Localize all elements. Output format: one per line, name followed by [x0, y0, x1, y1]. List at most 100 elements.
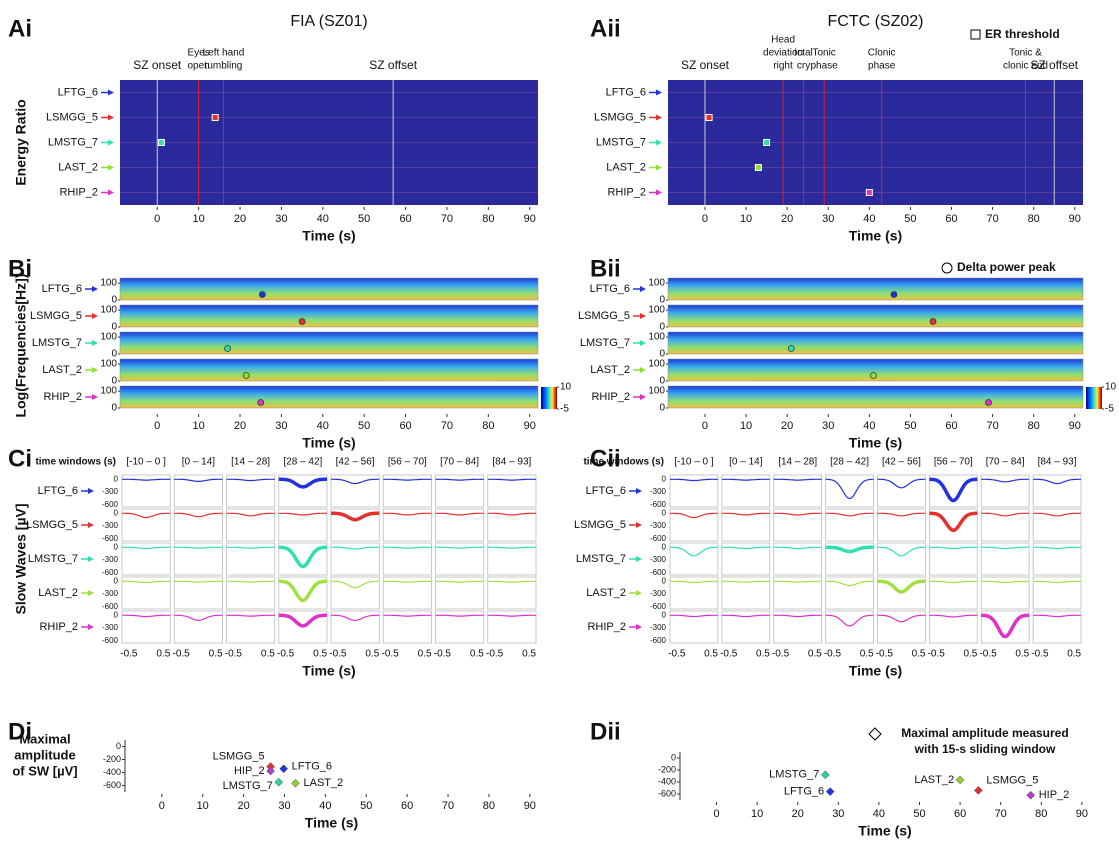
diamond — [820, 770, 830, 780]
event-label: right — [773, 61, 793, 72]
channel-marker — [88, 488, 94, 494]
wave-cell — [980, 508, 1030, 542]
y-tick-label: -600 — [650, 500, 667, 509]
panel-title: FCTC (SZ02) — [828, 13, 924, 30]
channel-marker — [640, 367, 646, 373]
x-tick-label: -0.5 — [824, 649, 842, 660]
x-tick-label: 20 — [234, 420, 246, 432]
slow-wave — [435, 580, 484, 583]
slow-wave — [122, 546, 171, 550]
y-tick-label: 0 — [659, 295, 665, 306]
y-tick-label: -300 — [650, 521, 667, 530]
x-tick-label: -0.5 — [225, 649, 243, 660]
diamond — [266, 766, 275, 776]
x-tick-label: 30 — [822, 213, 834, 225]
slow-wave — [278, 545, 327, 569]
channel-label: LMSTG_7 — [596, 136, 646, 148]
panel-label: Bii — [590, 255, 621, 282]
channel-label: LSMGG_5 — [46, 111, 98, 123]
x-tick-label: 40 — [319, 800, 331, 812]
x-tick-label: -0.5 — [720, 649, 738, 660]
slow-wave — [122, 512, 171, 519]
x-tick-label: 20 — [781, 420, 793, 432]
event-label: cry — [797, 61, 810, 72]
wave-cell — [330, 474, 380, 508]
event-label: phase — [811, 61, 839, 72]
event-label: open — [188, 61, 210, 72]
channel-label: LFTG_6 — [58, 86, 98, 98]
spectrogram — [119, 358, 539, 382]
legend-label: Maximal amplitude measured — [901, 726, 1068, 740]
channel-marker — [108, 114, 114, 121]
y-tick-label: 0 — [114, 474, 119, 483]
window-label: [42 – 56] — [882, 457, 921, 468]
y-tick-label: -400 — [658, 776, 676, 786]
wave-cell — [121, 542, 171, 576]
x-tick-label: 0.5 — [1067, 649, 1081, 660]
channel-marker — [636, 590, 642, 596]
slow-wave — [122, 478, 171, 481]
slow-wave — [226, 546, 275, 549]
x-tick-label: 0.5 — [313, 649, 327, 660]
wave-cell — [721, 508, 771, 542]
spectrogram — [667, 358, 1084, 382]
slow-wave — [670, 478, 718, 482]
channel-marker — [88, 624, 94, 630]
slow-wave — [670, 546, 718, 557]
spectrogram — [667, 331, 1084, 355]
x-tick-label: 50 — [904, 420, 916, 432]
x-axis-label: Time (s) — [849, 228, 902, 244]
wave-cell — [773, 508, 823, 542]
event-label: SZ onset — [133, 58, 182, 72]
window-label: [56 – 70] — [934, 457, 973, 468]
y-tick-label: 100 — [648, 305, 665, 316]
x-tick-label: -0.5 — [772, 649, 790, 660]
diamond — [974, 786, 983, 795]
x-tick-label: 30 — [832, 808, 844, 820]
er-threshold — [763, 139, 771, 146]
wave-cell — [877, 508, 926, 542]
window-label: [84 – 93] — [492, 457, 531, 468]
wave-cell — [1032, 474, 1082, 508]
slow-wave — [487, 512, 536, 516]
y-tick-label: 100 — [100, 332, 117, 343]
x-tick-label: 0.5 — [156, 649, 170, 660]
slow-wave — [981, 546, 1030, 550]
wave-cell — [121, 508, 171, 542]
spectrogram — [119, 304, 539, 328]
window-label: [84 – 93] — [1038, 457, 1077, 468]
slow-wave — [226, 512, 275, 517]
slow-wave — [721, 580, 770, 583]
channel-label: RHIP_2 — [59, 186, 98, 198]
wave-cell — [330, 542, 380, 576]
delta-peak — [224, 345, 232, 352]
y-tick-label: -300 — [102, 487, 119, 496]
event-label: clonic end — [1003, 61, 1048, 72]
x-tick-label: 90 — [1076, 808, 1088, 820]
slow-wave — [773, 546, 822, 550]
x-tick-label: 80 — [1035, 808, 1047, 820]
diamond — [1026, 790, 1036, 800]
er-threshold — [211, 114, 219, 121]
y-tick-label: 0 — [659, 403, 665, 414]
slow-wave — [487, 478, 536, 481]
slow-wave — [331, 478, 380, 485]
channel-label: RHIP_2 — [587, 621, 626, 633]
y-tick-label: 0 — [662, 474, 667, 483]
x-tick-label: 0.5 — [418, 649, 432, 660]
x-tick-label: -0.5 — [979, 649, 997, 660]
slow-wave — [383, 512, 432, 516]
x-tick-label: 0 — [702, 420, 708, 432]
event-label: Left hand — [203, 48, 245, 59]
y-tick-label: 100 — [100, 359, 117, 370]
x-tick-label: 80 — [1028, 213, 1040, 225]
spectrogram — [667, 385, 1084, 409]
spectrogram — [667, 277, 1084, 301]
slow-wave — [331, 614, 380, 622]
x-tick-label: -0.5 — [173, 649, 191, 660]
panel-label: Cii — [590, 445, 621, 472]
y-tick-label: -300 — [650, 555, 667, 564]
y-tick-label: 0 — [659, 376, 665, 387]
channel-label: LAST_2 — [58, 161, 98, 173]
